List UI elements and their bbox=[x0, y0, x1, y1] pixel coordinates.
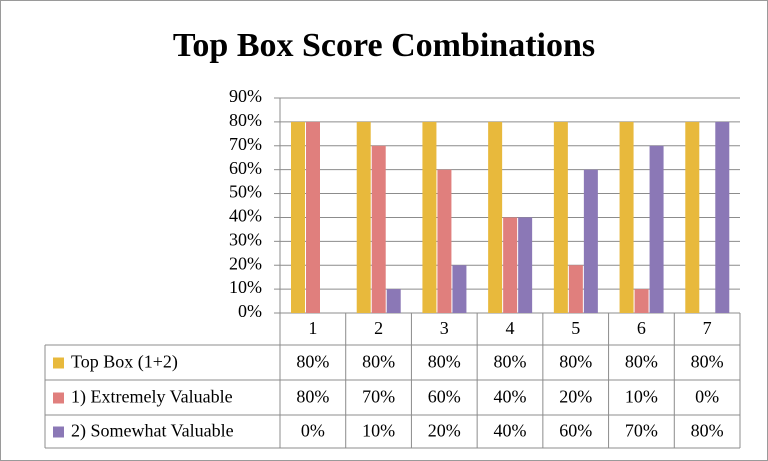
chart-title: Top Box Score Combinations bbox=[173, 27, 595, 64]
legend-swatch bbox=[53, 392, 64, 404]
data-label: 10% bbox=[362, 421, 395, 441]
x-tick-label: 1 bbox=[308, 318, 317, 338]
data-label: 60% bbox=[559, 421, 592, 441]
y-tick-label: 90% bbox=[229, 86, 262, 106]
x-tick-label: 3 bbox=[440, 318, 449, 338]
bar bbox=[685, 121, 700, 313]
data-label: 80% bbox=[691, 421, 724, 441]
bar bbox=[488, 121, 503, 313]
legend-swatch bbox=[53, 357, 64, 369]
x-tick-label: 7 bbox=[703, 318, 712, 338]
bar bbox=[371, 145, 386, 313]
data-label: 40% bbox=[494, 387, 527, 407]
bar bbox=[356, 121, 371, 313]
data-label: 80% bbox=[691, 352, 724, 372]
data-label: 80% bbox=[362, 352, 395, 372]
bar bbox=[583, 169, 598, 313]
y-tick-label: 60% bbox=[229, 158, 262, 178]
y-tick-label: 80% bbox=[229, 110, 262, 130]
data-label: 80% bbox=[428, 352, 461, 372]
bar bbox=[386, 289, 401, 313]
data-label: 40% bbox=[494, 421, 527, 441]
data-label: 0% bbox=[695, 387, 719, 407]
bar bbox=[291, 121, 305, 313]
bar bbox=[422, 121, 437, 313]
legend-label: Top Box (1+2) bbox=[71, 352, 178, 373]
x-tick-label: 4 bbox=[506, 318, 515, 338]
bar bbox=[715, 121, 730, 313]
data-label: 20% bbox=[559, 387, 592, 407]
data-label: 60% bbox=[428, 387, 461, 407]
x-tick-label: 6 bbox=[637, 318, 646, 338]
x-tick-label: 2 bbox=[374, 318, 383, 338]
data-label: 10% bbox=[625, 387, 658, 407]
x-tick-label: 5 bbox=[571, 318, 580, 338]
y-tick-label: 50% bbox=[229, 182, 262, 202]
data-label: 80% bbox=[296, 352, 329, 372]
y-tick-label: 0% bbox=[238, 301, 262, 321]
y-tick-label: 10% bbox=[229, 277, 262, 297]
y-tick-label: 70% bbox=[229, 134, 262, 154]
data-label: 80% bbox=[559, 352, 592, 372]
y-tick-label: 20% bbox=[229, 253, 262, 273]
data-label: 80% bbox=[625, 352, 658, 372]
y-tick-label: 30% bbox=[229, 229, 262, 249]
y-tick-label: 40% bbox=[229, 206, 262, 226]
bar bbox=[452, 265, 467, 313]
legend-label: 2) Somewhat Valuable bbox=[71, 421, 234, 442]
bar bbox=[649, 145, 664, 313]
data-label: 80% bbox=[494, 352, 527, 372]
bar bbox=[503, 217, 518, 313]
data-label: 70% bbox=[625, 421, 658, 441]
bar bbox=[634, 289, 649, 313]
bar bbox=[619, 121, 634, 313]
bar bbox=[568, 265, 583, 313]
data-label: 70% bbox=[362, 387, 395, 407]
bar bbox=[306, 121, 320, 313]
data-label: 20% bbox=[428, 421, 461, 441]
bar bbox=[437, 169, 452, 313]
bar bbox=[518, 217, 533, 313]
data-label: 0% bbox=[301, 421, 325, 441]
legend-swatch bbox=[53, 426, 64, 438]
data-label: 80% bbox=[296, 387, 329, 407]
bar bbox=[553, 121, 568, 313]
legend-label: 1) Extremely Valuable bbox=[71, 387, 233, 408]
